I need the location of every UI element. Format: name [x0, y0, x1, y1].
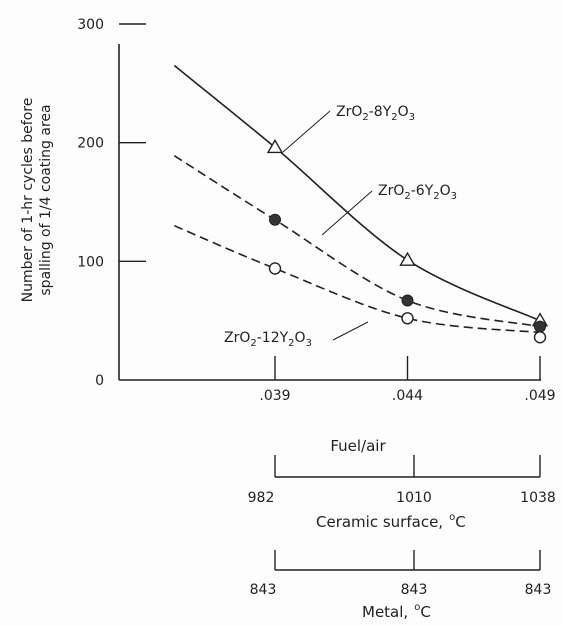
label-8y-part: O [398, 104, 409, 120]
label-8y-sub: 3 [409, 112, 415, 123]
y-axis-label-line-2: spalling of 1/4 coating area [38, 104, 54, 295]
metal-axis-label-text: Metal, [362, 603, 408, 621]
label-12y-sub: 3 [306, 338, 312, 349]
series-label-12y: ZrO2-12Y2O3 [224, 321, 369, 349]
secondary-axis-metal: 843 843 843 Metal, oC [250, 550, 552, 621]
metal-axis-unit: C [420, 603, 430, 621]
data-point-open-circle [533, 331, 547, 344]
y-tick-label: 300 [77, 17, 104, 33]
label-8y-sub: 2 [391, 112, 397, 123]
y-axis-label-line-1: Number of 1-hr cycles before [20, 98, 36, 303]
metal-tick-label: 843 [401, 582, 428, 598]
data-point-filled-circle [534, 320, 546, 333]
label-8y-part: ZrO [336, 104, 362, 120]
data-point-triangle [399, 251, 416, 266]
ceramic-tick-label: 1038 [520, 490, 556, 506]
label-12y-sub: 2 [288, 338, 294, 349]
ceramic-tick-label: 982 [248, 490, 275, 506]
label-6y-sub: 2 [404, 191, 410, 202]
label-12y-part: ZrO [224, 330, 250, 346]
ceramic-axis-label: Ceramic surface, oC [316, 512, 466, 531]
metal-axis-label: Metal, oC [362, 602, 431, 621]
label-6y-sub: 2 [433, 191, 439, 202]
y-ticks: 0 100 200 300 [77, 17, 146, 389]
series-label-8y: ZrO2-8Y2O3 [282, 104, 415, 153]
series-line-0 [173, 64, 541, 322]
data-point-triangle [266, 139, 284, 154]
label-6y-part: -6Y [411, 183, 434, 199]
label-6y-part: O [440, 183, 451, 199]
metal-axis-unit-super: o [414, 602, 420, 613]
metal-tick-label: 843 [250, 582, 277, 598]
series-label-12y-text: ZrO2-12Y2O3 [224, 330, 312, 349]
data-point-filled-circle [401, 294, 414, 307]
x-axis-label: Fuel/air [330, 437, 386, 455]
y-tick-label: 0 [95, 373, 104, 389]
leader-line-6y [321, 190, 373, 236]
label-12y-part: -12Y [257, 330, 289, 346]
ceramic-axis-label-text: Ceramic surface, [316, 513, 443, 531]
label-6y-sub: 3 [451, 191, 457, 202]
x-ticks: .039 .044 .049 [259, 356, 556, 404]
series-label-6y-text: ZrO2-6Y2O3 [378, 183, 457, 202]
series-line-2 [173, 224, 541, 334]
label-8y-part: -8Y [369, 104, 392, 120]
y-tick-label: 100 [77, 254, 104, 270]
leader-line-12y [332, 321, 369, 341]
label-12y-part: O [295, 330, 306, 346]
label-6y-part: ZrO [378, 183, 404, 199]
ceramic-axis-unit-super: o [449, 512, 455, 523]
ceramic-axis-unit: C [455, 513, 465, 531]
x-tick-label: .039 [259, 388, 290, 404]
series-label-8y-text: ZrO2-8Y2O3 [336, 104, 415, 123]
data-point-open-circle [268, 262, 282, 275]
ceramic-tick-label: 1010 [396, 490, 432, 506]
y-axis-label: Number of 1-hr cycles before spalling of… [20, 98, 54, 303]
series-label-6y: ZrO2-6Y2O3 [321, 183, 457, 236]
x-tick-label: .049 [524, 388, 555, 404]
leader-line-8y [282, 110, 331, 153]
metal-tick-label: 843 [525, 582, 552, 598]
label-12y-sub: 2 [250, 338, 256, 349]
data-point-filled-circle [269, 213, 281, 226]
x-tick-label: .044 [392, 388, 423, 404]
series-layer [173, 64, 549, 344]
y-tick-label: 200 [77, 136, 104, 152]
label-8y-sub: 2 [362, 112, 368, 123]
series-line-1 [173, 155, 541, 328]
data-point-open-circle [401, 312, 414, 325]
secondary-axis-ceramic: 982 1010 1038 Ceramic surface, oC [248, 455, 556, 531]
